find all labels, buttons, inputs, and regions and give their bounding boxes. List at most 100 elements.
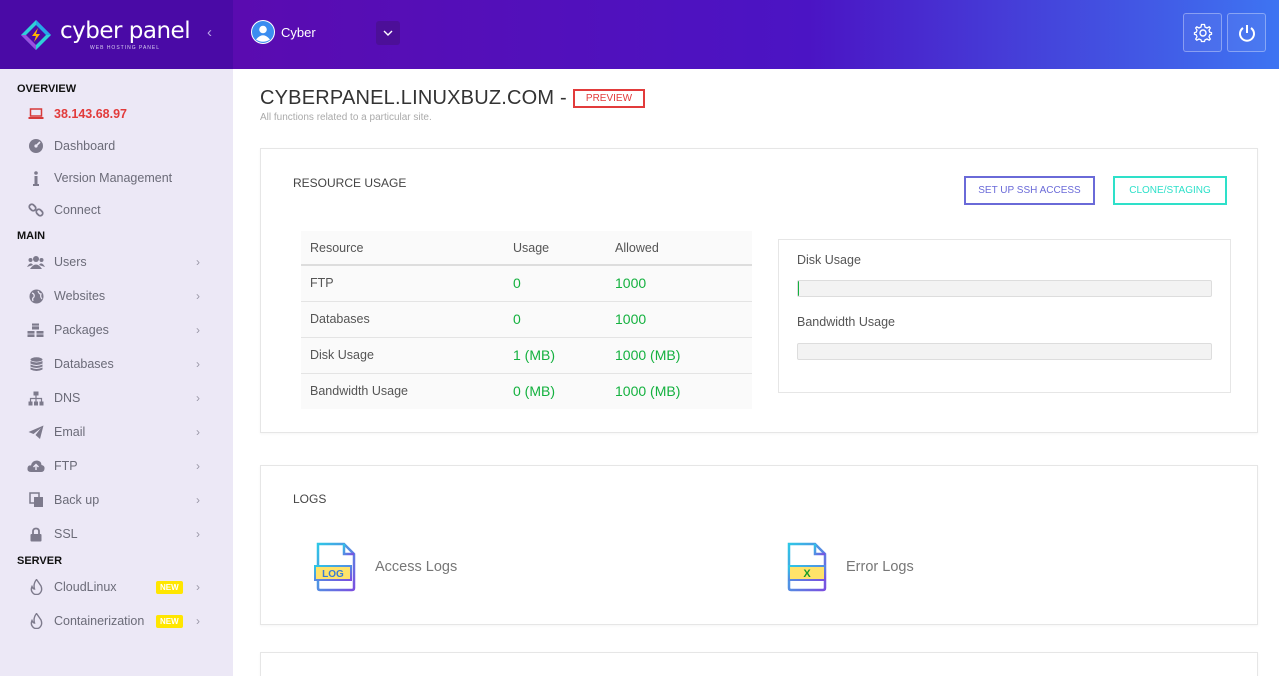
next-card [260,652,1258,676]
error-logs-label: Error Logs [846,559,914,575]
bandwidth-usage-progress-bar [797,343,1212,360]
disk-usage-label: Disk Usage [797,253,861,267]
user-menu[interactable]: Cyber [251,20,316,44]
gear-icon [1193,23,1212,42]
sidebar-item-label: Containerization [54,614,145,628]
chevron-right-icon: › [196,527,200,541]
sidebar-collapse-icon[interactable]: ‹ [207,24,212,41]
sidebar-item-label: Users [54,255,87,269]
sidebar-item-label: Databases [54,357,114,371]
lock-icon [27,525,45,543]
brand: cyber panel WEB HOSTING PANEL ‹ [0,0,233,69]
new-badge: NEW [156,614,183,628]
sidebar-item-users[interactable]: Users › [0,245,233,279]
sidebar-item-packages[interactable]: Packages › [0,313,233,347]
column-header-allowed: Allowed [606,231,752,266]
sidebar-item-label: Packages [54,323,109,337]
cyberpanel-logo [21,19,51,50]
logout-button[interactable] [1227,13,1266,52]
chevron-right-icon: › [196,255,200,269]
page-title: CYBERPANEL.LINUXBUZ.COM - [260,87,567,109]
chevron-down-icon [383,30,393,36]
resource-name: Databases [301,301,504,338]
column-header-usage: Usage [504,231,606,266]
sidebar-item-version-management[interactable]: Version Management [0,162,233,194]
page-title-row: CYBERPANEL.LINUXBUZ.COM - PREVIEW [260,87,646,110]
chevron-right-icon: › [196,425,200,439]
sidebar-item-websites[interactable]: Websites › [0,279,233,313]
section-main: MAIN [17,230,46,242]
resource-usage-card: RESOURCE USAGE SET UP SSH ACCESS CLONE/S… [260,148,1258,433]
usage-value: 0 (MB) [513,383,555,400]
allowed-value: 1000 (MB) [615,383,681,400]
sidebar-item-containerization[interactable]: Containerization NEW › [0,604,233,638]
laptop-icon [27,105,45,123]
sidebar-item-label: 38.143.68.97 [54,107,127,121]
disk-usage-progress-bar [797,280,1212,297]
sidebar-item-backup[interactable]: Back up › [0,483,233,517]
dashboard-gauge-icon [27,137,45,155]
table-row: Disk Usage 1 (MB) 1000 (MB) [301,337,752,374]
sidebar-item-label: Email [54,425,86,439]
resource-name: Disk Usage [301,337,504,374]
sitemap-icon [27,389,45,407]
table-row: FTP 0 1000 [301,265,752,302]
sidebar-item-email[interactable]: Email › [0,415,233,449]
sidebar-item-label: FTP [54,459,78,473]
usage-value: 0 [504,265,606,302]
sidebar-item-label: Dashboard [54,139,116,153]
sidebar-item-ssl[interactable]: SSL › [0,517,233,551]
database-icon [27,355,45,373]
bandwidth-usage-label: Bandwidth Usage [797,315,895,329]
chevron-right-icon: › [196,357,200,371]
setup-ssh-access-button[interactable]: SET UP SSH ACCESS [964,176,1095,205]
logs-title: LOGS [293,492,327,506]
sidebar-item-dns[interactable]: DNS › [0,381,233,415]
user-dropdown-button[interactable] [376,21,400,45]
brand-tagline: WEB HOSTING PANEL [90,44,161,51]
globe-icon [27,287,45,305]
settings-button[interactable] [1183,13,1222,52]
access-logs-link[interactable]: LOG Access Logs [314,542,457,592]
access-logs-label: Access Logs [375,559,458,575]
clone-staging-button[interactable]: CLONE/STAGING [1113,176,1227,205]
users-icon [27,253,45,271]
chevron-right-icon: › [196,459,200,473]
sidebar-item-label: CloudLinux [54,580,117,594]
brand-name: cyber panel [60,17,191,44]
paper-plane-icon [27,423,45,441]
logs-card: LOGS LOG Access Logs [260,465,1258,625]
sidebar-item-cloudlinux[interactable]: CloudLinux NEW › [0,570,233,604]
sidebar-item-databases[interactable]: Databases › [0,347,233,381]
resource-name: Bandwidth Usage [310,384,408,399]
error-logs-link[interactable]: X Error Logs [785,542,914,592]
new-badge: NEW [156,580,183,594]
table-row: Databases 0 1000 [301,301,752,338]
allowed-value: 1000 (MB) [606,337,752,374]
resource-usage-title: RESOURCE USAGE [293,176,407,190]
table-row: Bandwidth Usage 0 (MB) 1000 (MB) [301,373,752,409]
chevron-right-icon: › [196,323,200,337]
error-icon-text: X [803,568,811,580]
cubes-icon [27,321,45,339]
sidebar-item-label: DNS [54,391,81,405]
sidebar-item-label: Websites [54,289,106,303]
resource-table: Resource Usage Allowed FTP 0 1000 Databa… [301,231,752,409]
sidebar-item-dashboard[interactable]: Dashboard [0,130,233,162]
page-subtitle: All functions related to a particular si… [260,112,432,123]
sidebar-nav: OVERVIEW 38.143.68.97 Dashboard Version … [0,69,233,638]
usage-value: 1 (MB) [504,337,606,374]
power-icon [1238,24,1255,42]
avatar [251,20,275,44]
info-icon [27,169,45,187]
preview-button[interactable]: PREVIEW [572,89,646,108]
chevron-right-icon: › [196,391,200,405]
sidebar-item-connect[interactable]: Connect [0,194,233,226]
section-overview: OVERVIEW [17,83,77,95]
fire-icon [27,612,45,630]
column-header-resource: Resource [301,231,504,266]
copy-icon [27,491,45,509]
sidebar-item-ftp[interactable]: FTP › [0,449,233,483]
sidebar-item-ip[interactable]: 38.143.68.97 [0,98,233,130]
fire-icon [27,578,45,596]
